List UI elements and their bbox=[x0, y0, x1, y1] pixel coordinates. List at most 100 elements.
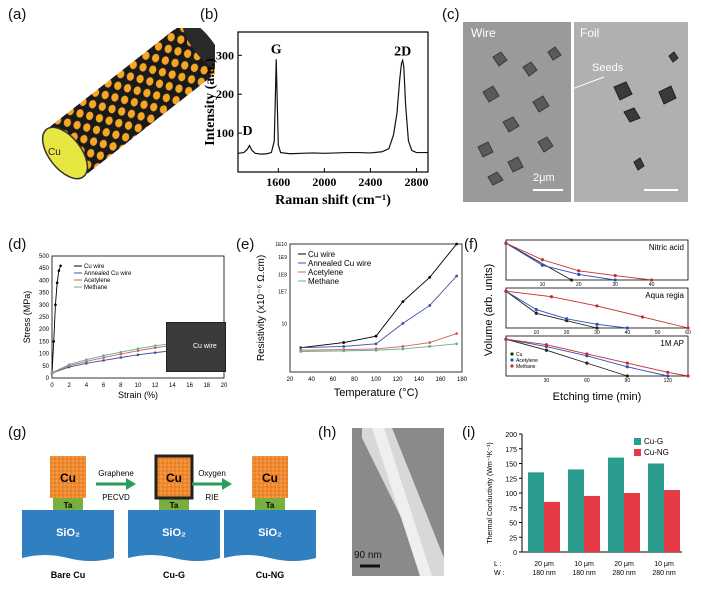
tc-bar-cu-ng bbox=[584, 495, 600, 552]
tc-bar-cu-ng bbox=[624, 493, 640, 552]
etch-y-axis-label: Volume (arb. units) bbox=[483, 264, 495, 356]
etch-legend-entry: Acetylene bbox=[516, 358, 538, 364]
etch-legend-entry: Cu bbox=[516, 352, 523, 358]
sio2-label: SiO₂ bbox=[162, 527, 186, 539]
stress-x-tick-label: 6 bbox=[102, 383, 106, 389]
stress-x-tick-label: 20 bbox=[221, 383, 228, 389]
tc-row-label: L : bbox=[494, 561, 502, 568]
stress-y-tick-label: 100 bbox=[39, 352, 50, 358]
etch-point-acetylene bbox=[577, 272, 581, 277]
cu-label: Cu bbox=[262, 471, 278, 485]
resist-x-axis-label: Temperature (°C) bbox=[334, 387, 418, 399]
foil-tag: Foil bbox=[580, 26, 600, 40]
etch-x-tick-label: 120 bbox=[664, 378, 673, 384]
process-arrow-head bbox=[222, 478, 232, 490]
stress-point-acetylene bbox=[119, 352, 123, 356]
ta-layer bbox=[255, 498, 285, 510]
raman-spectrum-chart: 1600 2000 2400 2800 100 200 300 D G 2D Raman shift… bbox=[203, 31, 429, 208]
resist-legend-entry: Cu wire bbox=[308, 250, 336, 259]
raman-plot-frame bbox=[237, 31, 429, 173]
stress-point-annealed-cu-wire bbox=[119, 356, 123, 359]
etch-x-tick-label: 10 bbox=[534, 330, 540, 336]
resist-x-tick-label: 40 bbox=[308, 377, 315, 383]
resist-point-annealed-cu-wire bbox=[374, 342, 378, 346]
sio2-label: SiO₂ bbox=[258, 527, 282, 539]
tc-bar-cu-ng bbox=[544, 501, 560, 552]
raman-peak-label-d: D bbox=[242, 124, 252, 139]
ta-layer bbox=[159, 498, 189, 510]
etch-x-tick-label: 40 bbox=[625, 330, 631, 336]
sio2-substrate bbox=[128, 510, 220, 561]
etch-point-cu bbox=[544, 348, 549, 352]
etch-point-methane bbox=[686, 374, 690, 378]
tc-bar-cu-g bbox=[568, 469, 584, 552]
panel-i-label: (i) bbox=[462, 424, 476, 441]
tc-category-length: 10 μm bbox=[574, 561, 594, 568]
etch-subplot-frame bbox=[505, 335, 689, 377]
stack-name: Cu-NG bbox=[256, 570, 285, 580]
tc-y-tick-label: 200 bbox=[505, 432, 517, 439]
resist-legend-entry: Annealed Cu wire bbox=[308, 259, 372, 268]
tc-y-tick-label: 50 bbox=[509, 521, 517, 528]
resist-point-annealed-cu-wire bbox=[428, 304, 432, 307]
resist-x-tick-label: 100 bbox=[371, 377, 382, 383]
foil-sem-texture bbox=[574, 51, 679, 191]
panel-g-label: (g) bbox=[8, 424, 27, 441]
stress-legend-entry: Cu wire bbox=[84, 264, 105, 270]
raman-x-tick-label: 1600 bbox=[266, 175, 290, 189]
raman-peak-label-2d: 2D bbox=[394, 44, 411, 59]
cu-block bbox=[154, 454, 194, 500]
wire-tag: Wire bbox=[471, 26, 496, 40]
raman-spectrum-line bbox=[237, 58, 428, 155]
process-arrow-head bbox=[126, 478, 136, 490]
stress-y-tick-label: 450 bbox=[39, 266, 50, 272]
nanowire-sem-texture bbox=[360, 428, 444, 576]
tc-legend-swatch bbox=[634, 449, 641, 456]
resist-series-line-annealed-cu-wire bbox=[300, 275, 457, 349]
etch-x-tick-label: 10 bbox=[540, 282, 546, 288]
raman-x-tick-label: 2800 bbox=[404, 175, 428, 189]
raman-x-tick-label: 2400 bbox=[358, 175, 382, 189]
etch-legend-swatch bbox=[510, 364, 514, 368]
resist-point-acetylene bbox=[428, 341, 432, 344]
resist-y-axis-label: Resistivity (x10⁻⁶ Ω.cm) bbox=[256, 255, 267, 361]
wire-sem-texture bbox=[477, 46, 563, 191]
etch-point-methane bbox=[549, 295, 554, 299]
sem-wire-image: Wire 2μm bbox=[463, 22, 571, 202]
stress-y-tick-label: 500 bbox=[39, 254, 50, 260]
resistivity-chart: 20 40 60 80 100 120 140 160 180 1E10 1E9 1E8 1E7 10 Cu… bbox=[256, 242, 468, 399]
etch-point-acetylene bbox=[666, 374, 670, 378]
resist-point-methane bbox=[428, 345, 432, 348]
raman-y-tick-label: 100 bbox=[216, 126, 234, 140]
etch-point-methane bbox=[686, 326, 690, 330]
resist-point-cu-wire bbox=[374, 334, 378, 338]
etch-point-acetylene bbox=[613, 278, 617, 282]
resist-y-tick-label: 1E8 bbox=[278, 273, 287, 279]
stress-point-annealed-cu-wire bbox=[102, 359, 105, 362]
etch-point-cu bbox=[585, 361, 589, 365]
etch-x-tick-label: 30 bbox=[544, 378, 550, 384]
stress-point-annealed-cu-wire bbox=[85, 362, 88, 365]
sio2-substrate bbox=[224, 510, 316, 561]
resist-point-methane bbox=[455, 342, 459, 346]
resist-series-line-cu-wire bbox=[300, 243, 457, 349]
tc-bar-cu-g bbox=[528, 472, 544, 552]
tc-y-tick-label: 100 bbox=[505, 491, 517, 498]
stress-x-tick-label: 12 bbox=[152, 383, 159, 389]
etch-point-cu bbox=[569, 278, 574, 282]
etch-subplot-title: Nitric acid bbox=[649, 243, 684, 252]
stress-point-cu-wire bbox=[52, 340, 56, 343]
ta-layer bbox=[53, 498, 83, 510]
tc-row-label: W : bbox=[494, 570, 505, 577]
stress-y-tick-label: 150 bbox=[39, 339, 50, 345]
tc-legend-swatch bbox=[634, 438, 641, 445]
etch-x-tick-label: 30 bbox=[612, 282, 618, 288]
resist-x-tick-label: 80 bbox=[351, 377, 358, 383]
process-schematic: SiO₂ Ta Cu Bare Cu SiO₂ Ta Cu Cu-G SiO₂ Ta Cu Cu-NG… bbox=[22, 454, 316, 580]
resist-legend-entry: Methane bbox=[308, 277, 340, 286]
etch-point-cu bbox=[534, 311, 538, 315]
etch-x-tick-label: 60 bbox=[584, 378, 590, 384]
tc-bar-cu-g bbox=[608, 457, 624, 552]
resist-y-tick-label: 1E7 bbox=[278, 289, 287, 295]
process-step-bottom: PECVD bbox=[102, 493, 130, 502]
